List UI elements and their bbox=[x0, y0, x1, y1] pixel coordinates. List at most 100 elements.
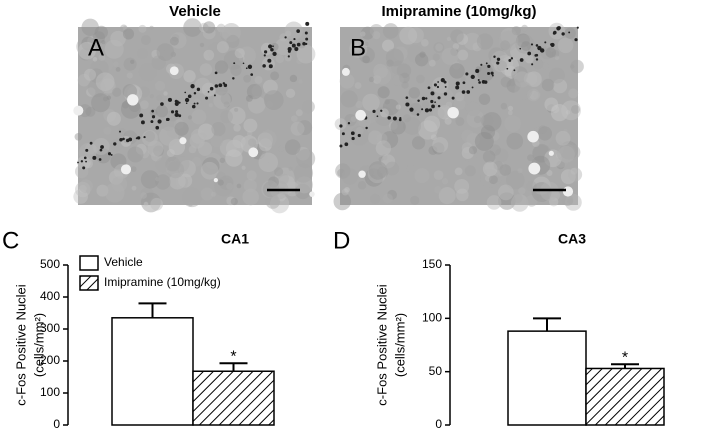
texture bbox=[203, 49, 215, 61]
texture bbox=[187, 115, 193, 120]
texture bbox=[75, 181, 91, 198]
texture bbox=[187, 201, 194, 207]
nucleus bbox=[437, 96, 441, 100]
legend-label: Vehicle bbox=[104, 255, 143, 269]
bar bbox=[585, 367, 665, 426]
nucleus bbox=[247, 64, 253, 69]
texture bbox=[151, 55, 166, 70]
texture bbox=[258, 152, 279, 173]
texture bbox=[445, 101, 453, 109]
nucleus bbox=[304, 31, 308, 35]
texture bbox=[173, 118, 184, 130]
significance-marker: * bbox=[230, 348, 236, 365]
texture bbox=[418, 120, 438, 140]
texture bbox=[488, 47, 505, 64]
texture bbox=[454, 178, 470, 194]
texture bbox=[155, 105, 169, 118]
texture bbox=[545, 47, 557, 58]
texture bbox=[532, 143, 551, 163]
texture bbox=[556, 143, 576, 163]
texture bbox=[390, 119, 406, 135]
texture bbox=[140, 149, 150, 159]
nucleus bbox=[443, 92, 448, 96]
texture bbox=[290, 115, 298, 122]
texture bbox=[521, 41, 532, 52]
texture bbox=[201, 82, 216, 97]
micrograph: A bbox=[73, 18, 316, 214]
nucleus bbox=[535, 53, 539, 57]
texture bbox=[463, 32, 482, 51]
texture bbox=[96, 184, 109, 197]
texture bbox=[508, 79, 516, 87]
nucleus bbox=[263, 54, 266, 57]
texture bbox=[434, 185, 442, 194]
texture bbox=[381, 154, 396, 169]
texture bbox=[482, 161, 498, 177]
texture bbox=[183, 18, 202, 37]
nucleus bbox=[434, 101, 436, 104]
nucleus bbox=[462, 81, 466, 85]
texture bbox=[333, 192, 352, 211]
texture bbox=[456, 33, 469, 45]
texture bbox=[175, 175, 189, 189]
panel-label: D bbox=[333, 227, 350, 254]
texture bbox=[122, 28, 135, 40]
image-title: Imipramine (10mg/kg) bbox=[381, 3, 536, 20]
texture bbox=[350, 116, 357, 123]
vessel bbox=[248, 147, 259, 158]
texture bbox=[77, 155, 91, 170]
texture bbox=[103, 36, 110, 42]
texture bbox=[78, 184, 87, 193]
nucleus bbox=[305, 37, 309, 41]
texture bbox=[237, 46, 256, 65]
texture bbox=[344, 114, 357, 127]
texture bbox=[549, 47, 556, 53]
panel-label: A bbox=[88, 34, 104, 61]
texture bbox=[140, 192, 147, 199]
texture bbox=[219, 175, 234, 190]
texture bbox=[548, 67, 565, 84]
y-tick-label: 300 bbox=[40, 321, 60, 335]
texture bbox=[381, 154, 388, 161]
texture bbox=[200, 187, 214, 201]
texture bbox=[84, 142, 97, 155]
texture bbox=[559, 141, 579, 160]
texture bbox=[296, 44, 316, 64]
texture bbox=[567, 198, 574, 205]
nucleus bbox=[341, 132, 345, 136]
texture bbox=[437, 105, 452, 120]
nucleus bbox=[535, 58, 539, 61]
texture bbox=[199, 42, 205, 48]
texture bbox=[564, 193, 582, 211]
texture bbox=[153, 145, 164, 157]
texture bbox=[257, 132, 273, 148]
nucleus bbox=[287, 47, 292, 52]
nucleus bbox=[421, 108, 424, 111]
texture bbox=[171, 34, 180, 42]
texture bbox=[544, 97, 559, 112]
texture bbox=[461, 146, 474, 160]
texture bbox=[341, 188, 349, 196]
texture bbox=[277, 193, 286, 202]
texture bbox=[414, 168, 430, 184]
texture bbox=[490, 131, 500, 141]
texture bbox=[220, 27, 231, 39]
nucleus bbox=[143, 135, 146, 139]
texture bbox=[214, 177, 234, 197]
texture bbox=[466, 109, 485, 128]
nucleus bbox=[470, 74, 475, 80]
texture bbox=[166, 149, 175, 158]
texture bbox=[372, 75, 382, 84]
texture bbox=[538, 196, 544, 203]
texture bbox=[197, 123, 215, 140]
texture bbox=[561, 100, 581, 121]
texture bbox=[178, 173, 193, 188]
nucleus bbox=[187, 94, 192, 99]
texture bbox=[99, 57, 114, 72]
texture bbox=[560, 169, 576, 185]
texture bbox=[147, 140, 164, 157]
texture bbox=[207, 42, 227, 61]
texture bbox=[213, 91, 231, 109]
nucleus bbox=[465, 72, 469, 76]
nucleus bbox=[466, 90, 471, 94]
